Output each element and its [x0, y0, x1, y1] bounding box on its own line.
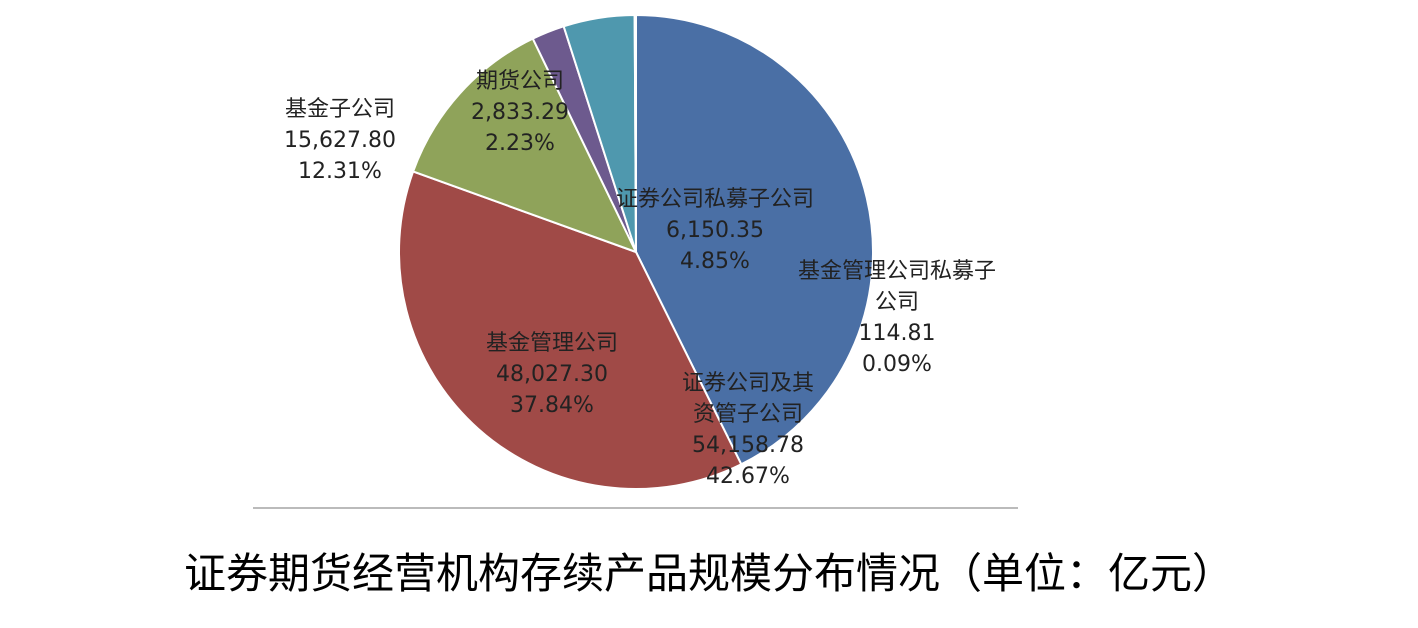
value-label: 2,833.29 — [471, 100, 569, 125]
category-label: 基金管理公司 — [485, 331, 618, 356]
percent-label: 12.31% — [298, 159, 382, 184]
category-label: 基金子公司 — [284, 97, 395, 122]
percent-label: 42.67% — [706, 464, 790, 489]
slice-label: 证券公司及其资管子公司 54,158.78 42.67% — [680, 368, 816, 492]
percent-label: 4.85% — [680, 249, 750, 274]
slice-label: 基金子公司 15,627.80 12.31% — [250, 94, 430, 187]
percent-label: 2.23% — [485, 131, 555, 156]
chart-title: 证券期货经营机构存续产品规模分布情况（单位：亿元） — [183, 549, 1234, 598]
pie-slice — [398, 170, 743, 490]
pie-slice — [635, 13, 874, 466]
slice-label: 证券公司私募子公司 6,150.35 4.85% — [585, 184, 845, 277]
value-label: 114.81 — [858, 321, 936, 346]
category-label: 证券公司及其资管子公司 — [681, 371, 814, 427]
category-label: 证券公司私募子公司 — [615, 187, 814, 212]
value-label: 6,150.35 — [666, 218, 764, 243]
category-label: 基金管理公司私募子公司 — [797, 259, 996, 315]
value-label: 15,627.80 — [284, 128, 396, 153]
pie-slice — [633, 13, 637, 253]
category-label: 期货公司 — [475, 69, 564, 94]
slice-label: 基金管理公司私募子公司 114.81 0.09% — [792, 256, 1002, 380]
value-label: 54,158.78 — [692, 433, 804, 458]
percent-label: 37.84% — [510, 393, 594, 418]
slice-label: 期货公司 2,833.29 2.23% — [430, 66, 610, 159]
value-label: 48,027.30 — [496, 362, 608, 387]
percent-label: 0.09% — [862, 352, 932, 377]
pie-slice — [411, 37, 638, 254]
slice-label: 基金管理公司 48,027.30 37.84% — [462, 328, 642, 421]
